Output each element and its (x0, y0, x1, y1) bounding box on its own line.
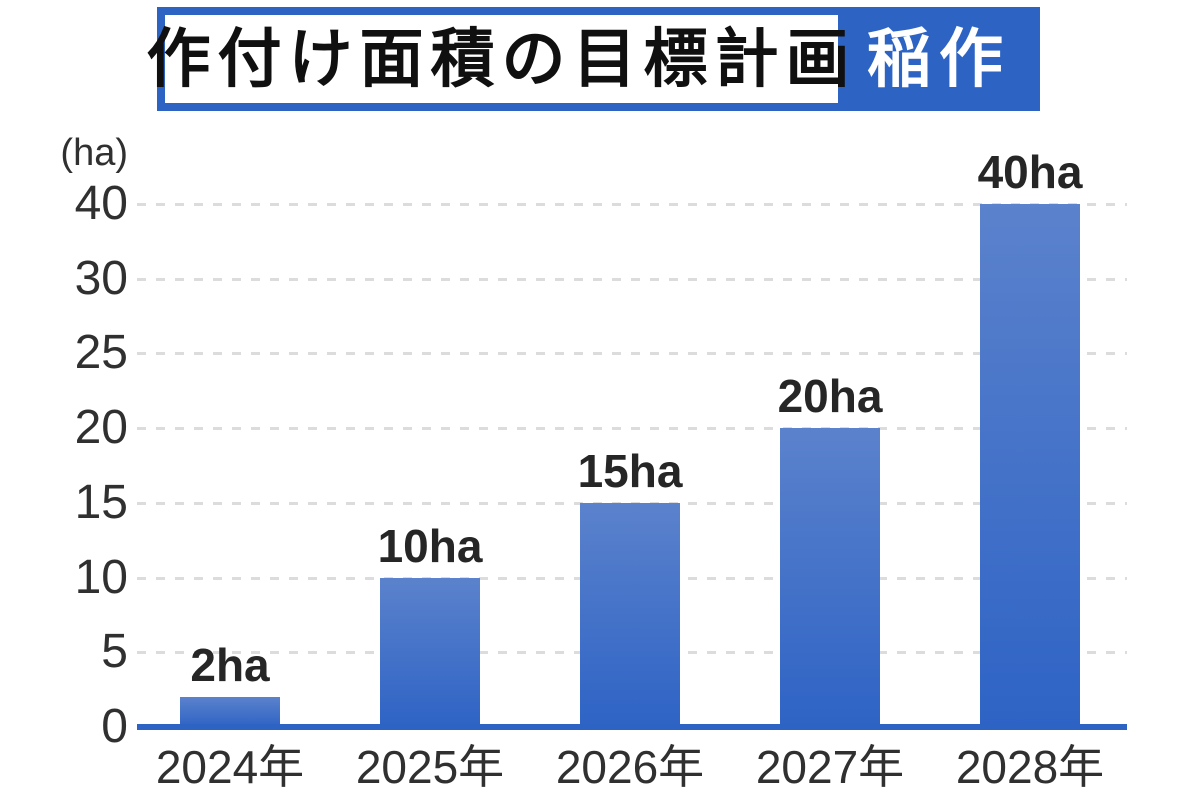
y-tick-label-5: 5 (101, 625, 128, 679)
gridline-40 (137, 203, 1127, 206)
y-tick-label-30: 30 (74, 251, 128, 305)
x-axis-label-2025年: 2025年 (355, 741, 505, 793)
y-tick-label-10: 10 (74, 550, 128, 604)
y-tick-label-0: 0 (101, 700, 128, 753)
bar-2027年 (780, 428, 880, 727)
x-axis-label-2024年: 2024年 (155, 741, 305, 793)
bar-2024年 (180, 697, 280, 727)
x-axis-line (137, 724, 1127, 730)
y-axis-unit-label: (ha) (60, 132, 128, 174)
bar-value-label-10ha: 10ha (377, 519, 483, 572)
bar-2026年 (580, 502, 680, 727)
gridline-20 (137, 427, 1127, 431)
y-tick-label-20: 20 (74, 401, 128, 455)
bar-value-label-15ha: 15ha (577, 444, 683, 497)
bar-value-label-20ha: 20ha (777, 370, 883, 423)
bar-value-label-40ha: 40ha (977, 146, 1083, 198)
bar-2025年 (380, 577, 480, 727)
x-axis-label-2027年: 2027年 (755, 741, 905, 793)
chart-title-box: 作付け面積の目標計画 (147, 15, 850, 103)
y-tick-label-40: 40 (74, 177, 128, 230)
x-axis-label-2028年: 2028年 (955, 741, 1105, 793)
plot-area: 2ha 10ha 15ha 20ha 40ha (137, 149, 1127, 730)
chart-title: 作付け面積の目標計画 (146, 23, 857, 95)
gridline-25 (137, 352, 1127, 356)
category-badge: 稲作 (867, 23, 1011, 95)
y-tick-label-15: 15 (74, 475, 128, 529)
gridline-30 (137, 277, 1127, 281)
bar-2028年 (980, 204, 1080, 727)
x-axis-label-2026年: 2026年 (555, 741, 705, 793)
y-tick-label-25: 25 (74, 326, 128, 380)
bar-value-label-2ha: 2ha (190, 639, 270, 692)
chart-title-banner: 作付け面積の目標計画 稲作 (147, 7, 1040, 111)
